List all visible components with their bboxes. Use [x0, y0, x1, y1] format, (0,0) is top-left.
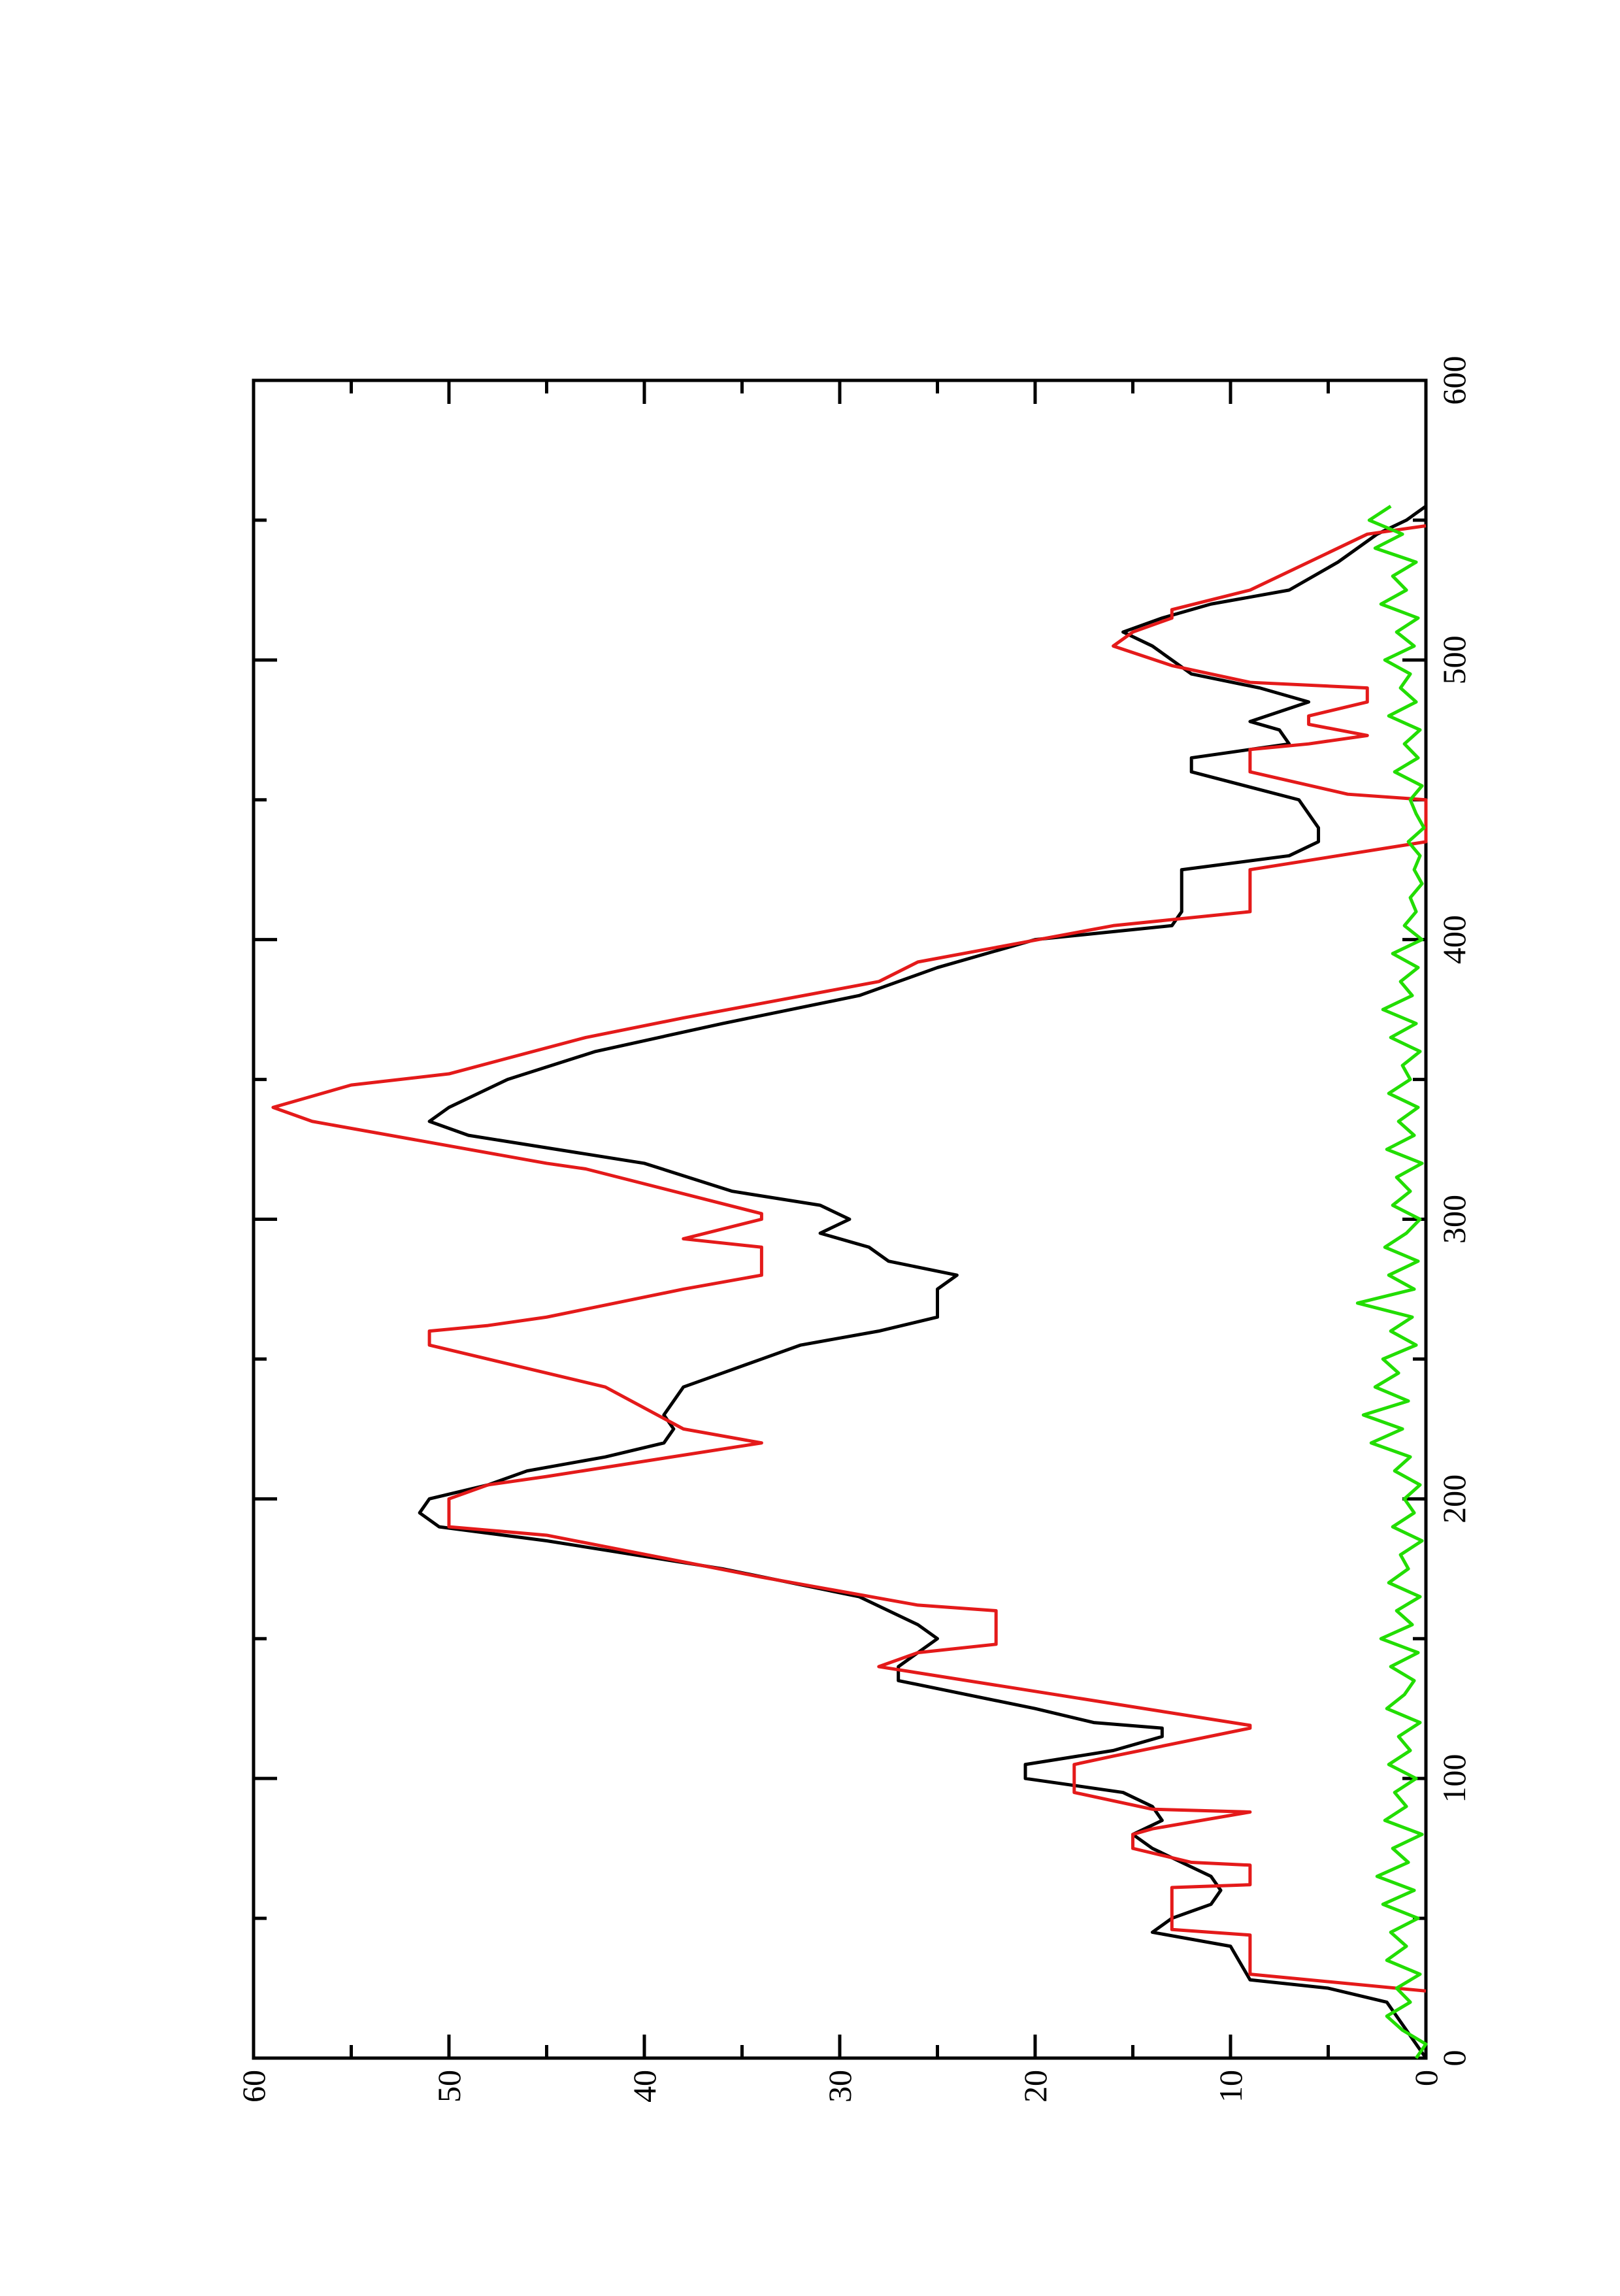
y-tick-label: 20 — [1017, 2070, 1053, 2103]
x-tick-label: 500 — [1436, 635, 1472, 684]
y-tick-label: 10 — [1212, 2070, 1249, 2103]
series-line — [1355, 505, 1428, 2059]
x-tick-label: 0 — [1436, 2050, 1472, 2067]
x-tick-label: 400 — [1436, 915, 1472, 964]
series-line — [271, 524, 1428, 1993]
x-tick-label: 200 — [1436, 1474, 1472, 1523]
series-line — [418, 505, 1428, 2059]
x-tick-label: 600 — [1436, 356, 1472, 405]
y-tick-label: 40 — [626, 2070, 663, 2103]
plot-frame — [252, 378, 1428, 2060]
y-tick-label: 30 — [821, 2070, 858, 2103]
y-tick-label: 60 — [235, 2070, 272, 2103]
x-tick-label: 300 — [1436, 1195, 1472, 1244]
plot-area: 0 100 200 300 400 500 600 0 10 20 30 40 50 60 — [235, 356, 1472, 2103]
x-tick-label: 100 — [1436, 1754, 1472, 1803]
y-tick-label: 50 — [431, 2070, 467, 2103]
y-tick-label: 0 — [1408, 2070, 1444, 2086]
